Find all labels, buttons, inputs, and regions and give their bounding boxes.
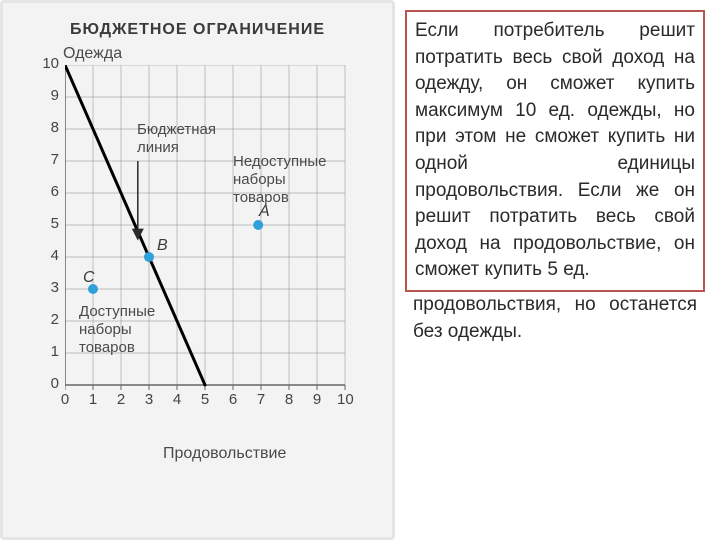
chart-area: Бюджетная линия Недоступные наборы товар… (65, 65, 372, 425)
y-tick: 0 (37, 375, 59, 392)
x-tick: 7 (253, 391, 269, 408)
y-tick: 8 (37, 119, 59, 136)
explanation-panel: Если потребитель решит потратить весь св… (405, 10, 705, 345)
unavail-l2: наборы (233, 171, 286, 188)
annot-line2: линия (137, 139, 179, 156)
x-tick: 0 (57, 391, 73, 408)
chart-title: БЮДЖЕТНОЕ ОГРАНИЧЕНИЕ (23, 21, 372, 39)
x-tick: 3 (141, 391, 157, 408)
y-tick: 10 (37, 55, 59, 72)
unavail-l1: Недоступные (233, 153, 327, 170)
x-tick: 9 (309, 391, 325, 408)
point-label-A: A (259, 203, 270, 221)
y-tick: 2 (37, 311, 59, 328)
explanation-box: Если потребитель решит потратить весь св… (405, 10, 705, 292)
avail-l3: товаров (79, 339, 135, 356)
y-tick: 3 (37, 279, 59, 296)
explanation-after: продовольствия, но останется без одежды. (405, 292, 705, 345)
unavailable-annot: Недоступные наборы товаров (233, 153, 327, 207)
available-annot: Доступные наборы товаров (79, 303, 155, 357)
x-tick: 5 (197, 391, 213, 408)
chart-svg (65, 65, 365, 425)
annot-line1: Бюджетная (137, 121, 216, 138)
y-tick: 9 (37, 87, 59, 104)
x-axis-title: Продовольствие (163, 445, 286, 463)
x-tick: 6 (225, 391, 241, 408)
x-tick: 10 (337, 391, 353, 408)
y-tick: 5 (37, 215, 59, 232)
y-tick: 1 (37, 343, 59, 360)
x-tick: 8 (281, 391, 297, 408)
x-tick: 1 (85, 391, 101, 408)
x-tick: 2 (113, 391, 129, 408)
y-axis-title: Одежда (63, 45, 122, 63)
point-label-C: C (83, 269, 95, 287)
avail-l2: наборы (79, 321, 132, 338)
budget-line-annot: Бюджетная линия (137, 121, 216, 157)
point-label-B: B (157, 237, 168, 255)
y-tick: 7 (37, 151, 59, 168)
y-tick: 4 (37, 247, 59, 264)
avail-l1: Доступные (79, 303, 155, 320)
y-tick: 6 (37, 183, 59, 200)
chart-panel: БЮДЖЕТНОЕ ОГРАНИЧЕНИЕ Одежда Бюджетная л… (0, 0, 395, 540)
x-tick: 4 (169, 391, 185, 408)
